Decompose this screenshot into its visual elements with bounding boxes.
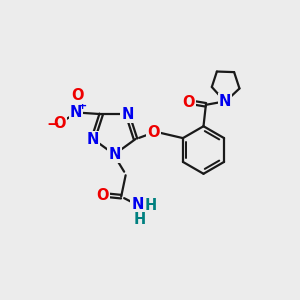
Text: N: N <box>131 197 144 212</box>
Text: O: O <box>182 95 195 110</box>
Text: N: N <box>108 147 121 162</box>
Text: O: O <box>97 188 109 203</box>
Text: H: H <box>134 212 146 227</box>
Text: H: H <box>145 198 157 213</box>
Text: N: N <box>219 94 231 110</box>
Text: +: + <box>78 101 87 111</box>
Text: N: N <box>70 105 82 120</box>
Text: O: O <box>53 116 66 130</box>
Text: N: N <box>87 132 99 147</box>
Text: −: − <box>47 117 59 132</box>
Text: O: O <box>71 88 84 103</box>
Text: O: O <box>147 125 160 140</box>
Text: N: N <box>121 106 134 122</box>
